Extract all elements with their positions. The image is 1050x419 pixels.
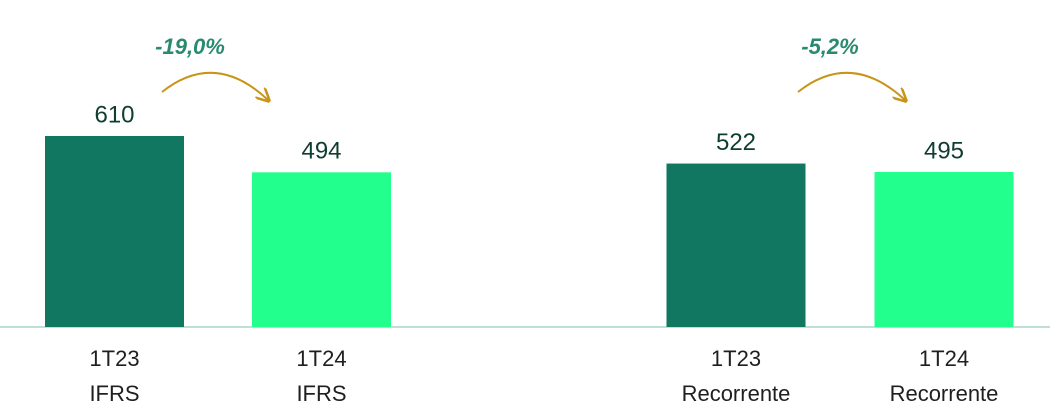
x-tick-label: IFRS	[296, 381, 346, 406]
value-label: 494	[301, 138, 341, 165]
value-label: 495	[924, 137, 964, 164]
x-tick-label: Recorrente	[890, 381, 999, 406]
value-label: 610	[94, 101, 134, 128]
annotation: -5,2%	[801, 34, 858, 59]
x-tick-label: 1T23	[89, 346, 139, 371]
bar	[874, 172, 1014, 327]
x-tick-label: 1T24	[296, 346, 346, 371]
value-label: 522	[716, 129, 756, 156]
arrow	[161, 71, 268, 100]
annotation: -19,0%	[155, 34, 225, 59]
arrow	[797, 71, 905, 100]
bar	[252, 172, 391, 327]
bar	[45, 136, 184, 327]
x-tick-label: 1T24	[919, 346, 969, 371]
x-tick-label: Recorrente	[682, 381, 791, 406]
bar	[666, 163, 806, 327]
x-tick-label: IFRS	[89, 381, 139, 406]
x-tick-label: 1T23	[711, 346, 761, 371]
